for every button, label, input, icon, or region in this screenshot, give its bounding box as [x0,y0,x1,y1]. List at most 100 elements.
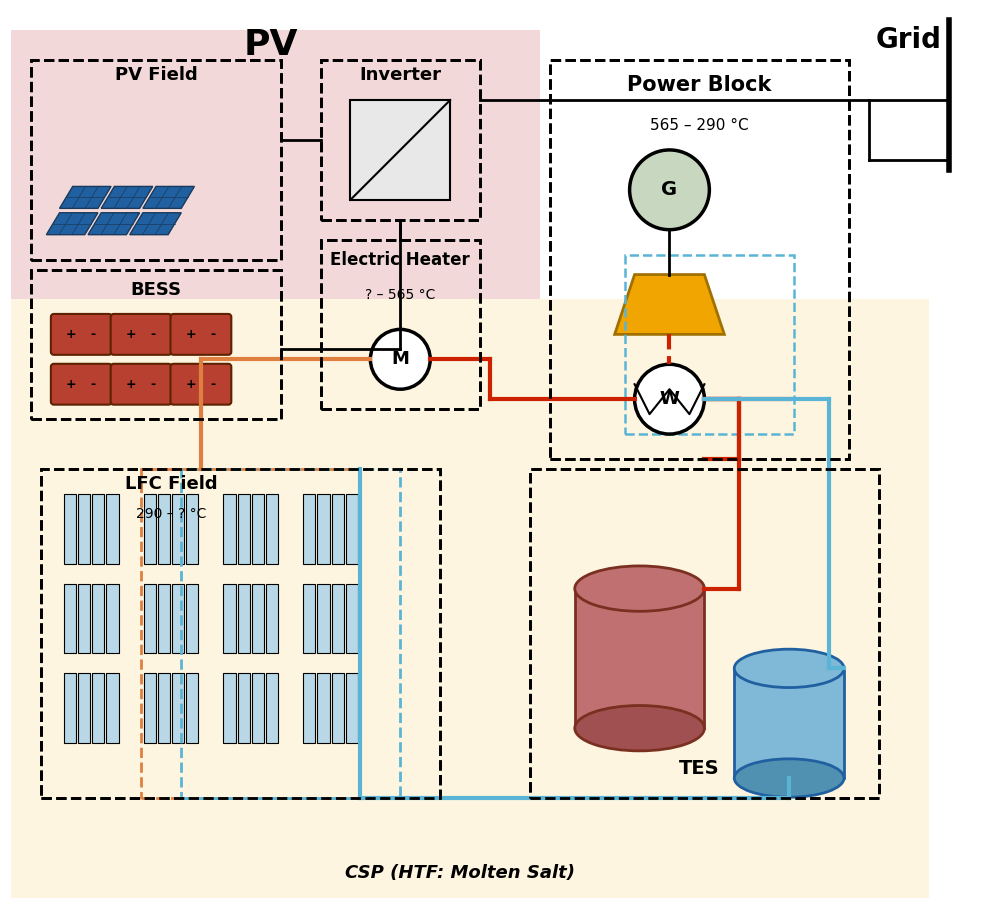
Bar [144,584,156,653]
Bar [303,494,315,563]
Ellipse shape [734,649,844,687]
FancyBboxPatch shape [111,364,171,404]
Bar [303,674,315,743]
Text: PV Field: PV Field [115,66,197,85]
Bar [64,494,76,563]
Bar [238,584,250,653]
Text: -: - [150,378,156,391]
Text: -: - [150,328,156,341]
Text: Grid: Grid [876,27,942,54]
FancyBboxPatch shape [51,314,112,355]
Bar [92,584,104,653]
Bar [186,674,198,743]
Ellipse shape [575,706,704,751]
Circle shape [370,329,430,390]
Text: TES: TES [679,758,720,777]
Polygon shape [143,187,194,209]
Text: BESS: BESS [130,280,182,299]
Bar [346,674,358,743]
Bar [332,584,344,653]
Bar [172,674,184,743]
Bar [575,588,704,728]
Bar [172,494,184,563]
Polygon shape [88,212,140,234]
Bar [223,494,236,563]
Ellipse shape [734,759,844,797]
Circle shape [630,150,709,230]
Text: Power Block: Power Block [627,75,772,96]
Bar [64,674,76,743]
Bar [332,674,344,743]
Bar [144,674,156,743]
Bar [223,584,236,653]
Text: +: + [126,328,136,341]
Polygon shape [130,212,181,234]
Text: +: + [126,378,136,391]
Bar [78,494,90,563]
Bar [64,584,76,653]
Text: -: - [91,328,96,341]
Text: 565 – 290 °C: 565 – 290 °C [650,118,749,132]
FancyBboxPatch shape [51,364,112,404]
Bar [172,584,184,653]
Text: +: + [186,378,196,391]
Bar [346,584,358,653]
Polygon shape [615,275,724,335]
Text: +: + [66,328,77,341]
FancyBboxPatch shape [170,314,231,355]
Text: -: - [210,378,215,391]
Bar [78,674,90,743]
Text: Electric Heater: Electric Heater [330,251,470,268]
Text: Inverter: Inverter [359,66,441,85]
Bar [238,494,250,563]
Text: 290 – ? °C: 290 – ? °C [136,507,206,521]
Text: W: W [660,391,679,408]
Bar [317,584,330,653]
Bar [252,674,264,743]
Bar [92,494,104,563]
Bar [106,584,119,653]
Text: M: M [391,350,409,369]
Bar [78,584,90,653]
Polygon shape [46,212,98,234]
Bar [317,674,330,743]
Text: -: - [91,378,96,391]
Bar [266,584,278,653]
Bar [144,494,156,563]
Polygon shape [101,187,153,209]
Bar [186,584,198,653]
Bar [106,494,119,563]
Bar [303,584,315,653]
Bar [252,494,264,563]
Polygon shape [60,187,111,209]
Text: LFC Field: LFC Field [125,475,217,493]
FancyBboxPatch shape [11,30,540,449]
Text: G: G [661,180,678,199]
Bar [317,494,330,563]
Bar [158,584,170,653]
Bar [266,494,278,563]
FancyBboxPatch shape [170,364,231,404]
Bar [223,674,236,743]
Text: ? – 565 °C: ? – 565 °C [365,288,435,301]
FancyBboxPatch shape [11,300,929,898]
Bar [238,674,250,743]
Text: +: + [186,328,196,341]
FancyBboxPatch shape [111,314,171,355]
Text: CSP (HTF: Molten Salt): CSP (HTF: Molten Salt) [345,864,575,881]
Bar [266,674,278,743]
Circle shape [635,364,704,434]
Text: +: + [66,378,77,391]
Bar [92,674,104,743]
Ellipse shape [575,566,704,611]
Text: -: - [210,328,215,341]
Bar [186,494,198,563]
Bar [106,674,119,743]
Bar [350,100,450,199]
Bar [252,584,264,653]
Bar [158,494,170,563]
Bar [158,674,170,743]
Bar [332,494,344,563]
Text: PV: PV [243,28,298,62]
Bar [346,494,358,563]
